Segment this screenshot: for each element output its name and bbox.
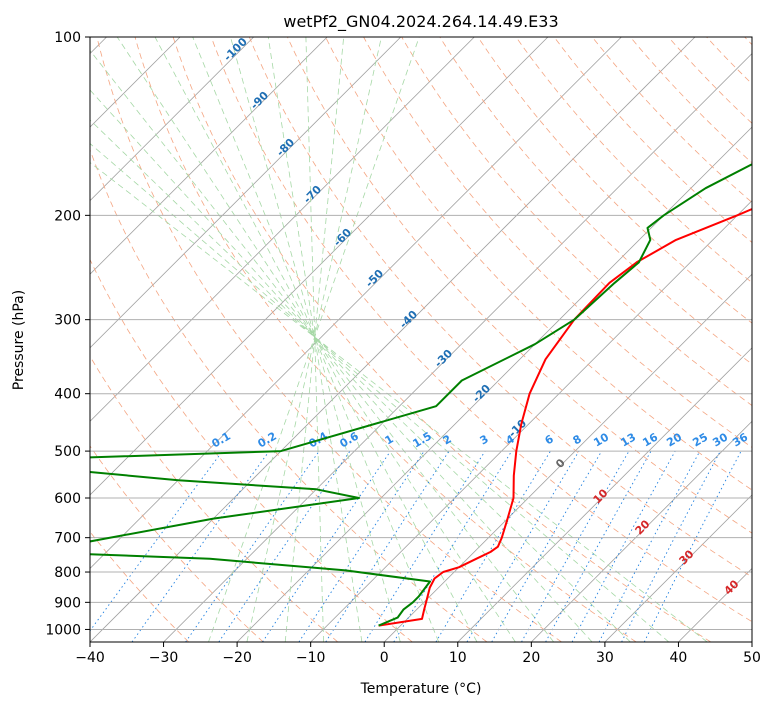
x-tick-label: −10 — [296, 650, 326, 666]
mixing-ratio-line — [298, 450, 425, 642]
isotherm-line — [90, 37, 475, 422]
moist-adiabat-line — [90, 161, 708, 642]
dry-adiabat-line — [287, 37, 752, 534]
isotherm-line — [90, 37, 402, 349]
x-tick-label: 50 — [743, 650, 761, 666]
mixing-ratio-line — [491, 450, 603, 642]
mixing-ratio-line — [90, 450, 223, 632]
moist-adiabat-line — [305, 37, 324, 642]
mixing-ratio-line — [521, 450, 630, 642]
x-tick-label: −40 — [75, 650, 105, 666]
x-tick-label: −30 — [149, 650, 179, 666]
dry-adiabat-line — [172, 37, 712, 642]
dewpoint-profile-line — [90, 163, 752, 627]
y-tick-label: 200 — [54, 208, 81, 224]
isotherm-line — [236, 126, 752, 642]
y-tick-label: 900 — [54, 595, 81, 611]
dry-adiabat-line — [477, 37, 752, 324]
dry-adiabat-line — [96, 37, 562, 642]
moist-adiabat-line — [230, 37, 401, 642]
x-axis-title: Temperature (°C) — [360, 681, 482, 697]
mixing-ratio-line — [571, 450, 676, 642]
pressure-gridlines — [90, 37, 752, 630]
y-tick-label: 100 — [54, 30, 81, 46]
x-tick-label: 30 — [596, 650, 614, 666]
profile-series — [90, 163, 752, 627]
mixing-ratio-line — [466, 450, 580, 642]
y-axis: 100 200 300 400 500 600 700 800 900 1000 — [45, 30, 90, 638]
dry-adiabat-line — [363, 37, 752, 448]
isotherm-line — [90, 37, 328, 275]
y-tick-label: 400 — [54, 387, 81, 403]
x-tick-label: 0 — [380, 650, 389, 666]
x-tick-label: 20 — [522, 650, 540, 666]
moist-adiabat-line — [208, 37, 420, 642]
isotherm-line — [383, 273, 752, 642]
moist-adiabat-line — [246, 37, 382, 642]
mixing-ratio-line — [545, 450, 652, 642]
isotherm-line — [90, 37, 254, 202]
y-tick-label: 1000 — [45, 622, 81, 638]
y-tick-label: 300 — [54, 313, 81, 329]
isotherm-line — [457, 347, 752, 642]
dry-adiabat-line — [90, 445, 264, 642]
x-tick-label: −20 — [222, 650, 252, 666]
moist-adiabat-line — [192, 37, 440, 642]
isotherm-line — [90, 37, 696, 642]
y-axis-title: Pressure (hPa) — [11, 290, 27, 390]
mixing-ratio-line — [435, 450, 551, 642]
y-tick-label: 600 — [54, 491, 81, 507]
mixing-ratio-line — [325, 450, 450, 642]
x-tick-label: 40 — [670, 650, 688, 666]
mixing-ratio-line — [364, 450, 486, 642]
isotherm-line — [531, 420, 752, 642]
y-tick-label: 500 — [54, 444, 81, 460]
dry-adiabat-line — [591, 37, 752, 204]
dry-adiabat-line — [90, 258, 413, 642]
moist-adiabat-line — [90, 49, 555, 642]
isotherm-line — [163, 53, 752, 642]
dry-adiabat-line — [210, 37, 752, 623]
dry-adiabat-line — [629, 37, 752, 164]
mixing-ratio-line — [131, 450, 270, 642]
y-tick-label: 700 — [54, 531, 81, 547]
plot-frame — [89, 36, 753, 643]
dry-adiabat-line — [401, 37, 752, 406]
moist-adiabat-line — [90, 89, 593, 642]
x-axis: −40 −30 −20 −10 0 10 20 30 40 50 — [75, 642, 761, 666]
isotherm-line — [90, 37, 549, 496]
y-tick-label: 800 — [54, 565, 81, 581]
moist-adiabat-line — [267, 37, 363, 642]
x-tick-label: 10 — [449, 650, 467, 666]
dry-adiabat-line — [134, 37, 637, 642]
mixing-ratio-line — [185, 450, 320, 642]
temperature-profile-line — [378, 207, 752, 627]
chart-title: wetPf2_GN04.2024.264.14.49.E33 — [283, 12, 558, 32]
dry-adiabat-line — [248, 37, 752, 578]
isotherm-line — [604, 494, 752, 642]
mixing-ratio-line — [393, 450, 513, 642]
isotherm-line — [90, 37, 622, 569]
